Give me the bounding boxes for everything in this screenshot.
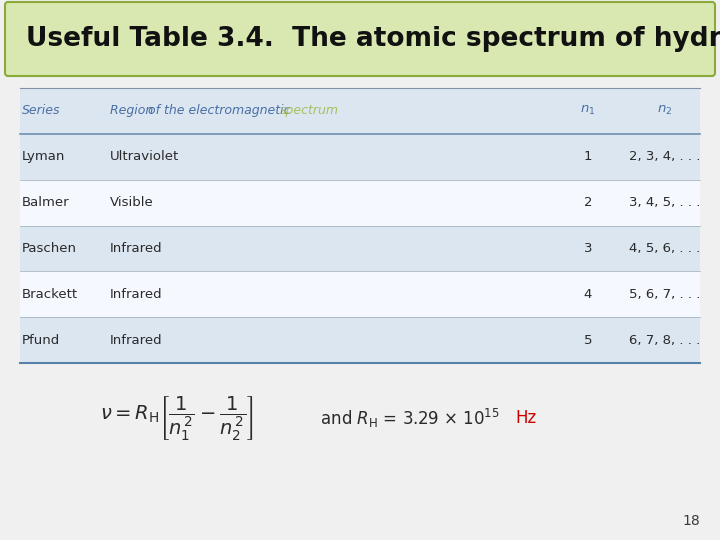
Text: spectrum: spectrum [280,104,339,117]
Bar [20,88,700,134]
Text: 6, 7, 8, . . .: 6, 7, 8, . . . [629,334,701,347]
Text: Balmer: Balmer [22,196,70,209]
Text: 18: 18 [683,514,700,528]
Bar [20,271,700,317]
Text: 4, 5, 6, . . .: 4, 5, 6, . . . [629,242,701,255]
FancyBboxPatch shape [5,2,715,76]
Text: $n_1$: $n_1$ [580,104,595,118]
Text: 2: 2 [584,196,593,209]
Text: Useful Table 3.4.  The atomic spectrum of hydrogen: Useful Table 3.4. The atomic spectrum of… [26,26,720,52]
Text: Infrared: Infrared [110,242,163,255]
Text: 3, 4, 5, . . .: 3, 4, 5, . . . [629,196,701,209]
Text: Visible: Visible [110,196,154,209]
Text: Series: Series [22,104,60,117]
Bar [20,317,700,363]
Bar [20,180,700,226]
Text: 2, 3, 4, . . .: 2, 3, 4, . . . [629,150,701,163]
Text: Paschen: Paschen [22,242,77,255]
Text: 3: 3 [584,242,593,255]
Text: 5, 6, 7, . . .: 5, 6, 7, . . . [629,288,701,301]
Text: Infrared: Infrared [110,334,163,347]
Text: $n_2$: $n_2$ [657,104,672,118]
Bar [20,226,700,271]
Text: Ultraviolet: Ultraviolet [110,150,179,163]
Text: of the electromagnetic: of the electromagnetic [148,104,294,117]
Text: Lyman: Lyman [22,150,66,163]
Text: Infrared: Infrared [110,288,163,301]
Text: 1: 1 [584,150,593,163]
Text: Hz: Hz [515,409,536,427]
Text: Pfund: Pfund [22,334,60,347]
Text: $\nu = R_{\rm H}\left[\dfrac{1}{n_1^{\,2}} - \dfrac{1}{n_2^{\,2}}\right]$: $\nu = R_{\rm H}\left[\dfrac{1}{n_1^{\,2… [100,394,253,442]
Text: Region: Region [110,104,157,117]
Text: 4: 4 [584,288,592,301]
Text: 5: 5 [584,334,593,347]
Text: and $R_{\rm H}$ = 3.29 × 10$^{15}$: and $R_{\rm H}$ = 3.29 × 10$^{15}$ [315,407,501,429]
Text: Brackett: Brackett [22,288,78,301]
Bar [20,134,700,180]
